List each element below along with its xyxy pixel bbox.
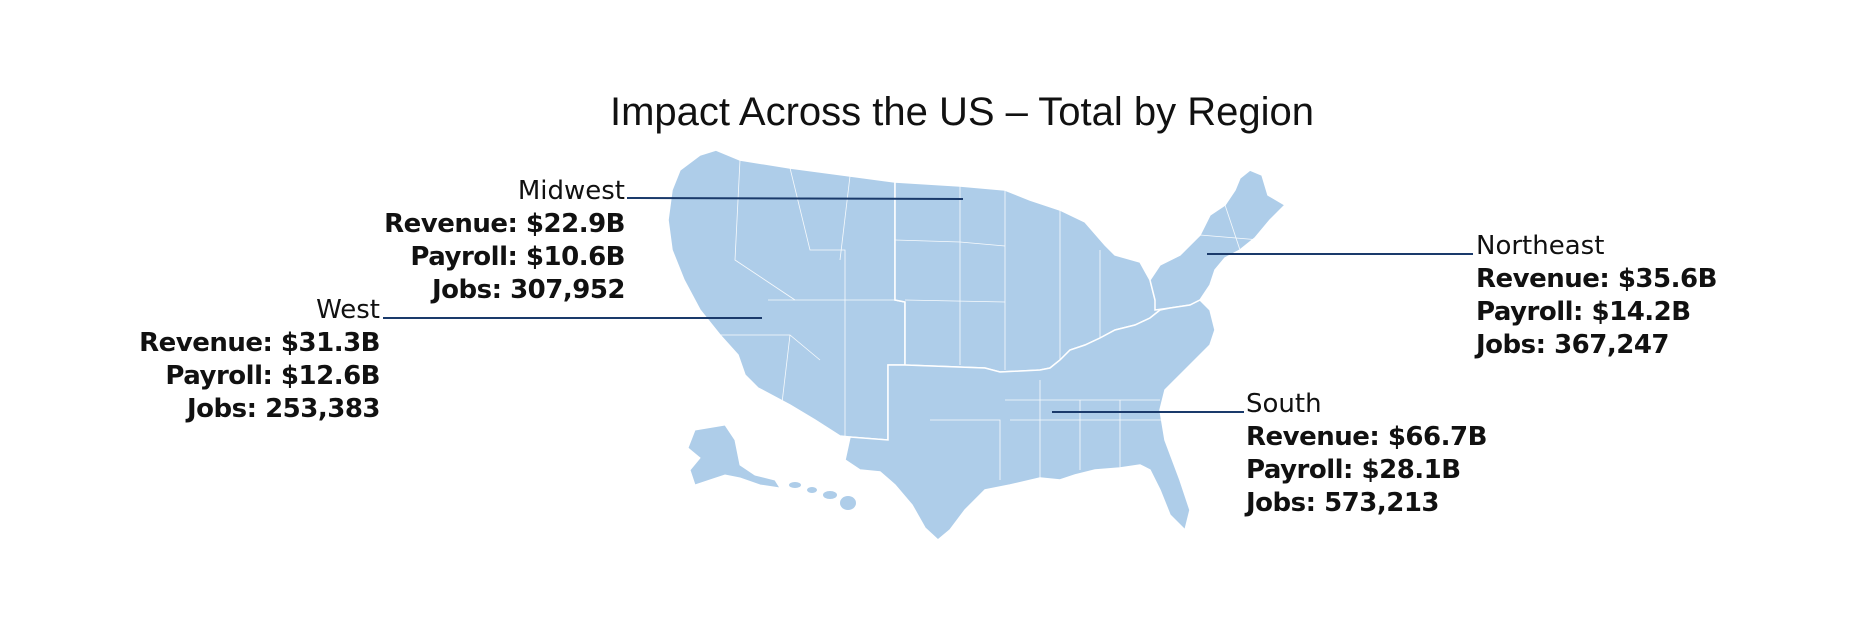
west-payroll: Payroll: $12.6B (165, 361, 380, 391)
northeast-jobs: Jobs: 367,247 (1476, 330, 1670, 360)
northeast-payroll: Payroll: $14.2B (1476, 297, 1691, 327)
west-jobs: Jobs: 253,383 (187, 394, 381, 424)
west-region-shape (667, 149, 906, 441)
midwest-revenue: Revenue: $22.9B (384, 209, 625, 239)
hawaii-shape (789, 482, 856, 510)
midwest-name: Midwest (517, 176, 625, 206)
state-boundaries (720, 159, 1261, 480)
west-revenue: Revenue: $31.3B (139, 328, 380, 358)
northeast-label-block: Northeast Revenue: $35.6B Payroll: $14.2… (1476, 230, 1776, 362)
midwest-leader-line (626, 197, 964, 200)
south-jobs: Jobs: 573,213 (1246, 488, 1440, 518)
midwest-payroll: Payroll: $10.6B (410, 242, 625, 272)
northeast-name: Northeast (1476, 231, 1605, 261)
west-label-block: West Revenue: $31.3B Payroll: $12.6B Job… (82, 294, 380, 426)
west-name: West (316, 295, 380, 325)
south-revenue: Revenue: $66.7B (1246, 422, 1487, 452)
midwest-jobs: Jobs: 307,952 (432, 275, 626, 305)
northeast-region-shape (1149, 169, 1287, 311)
northeast-revenue: Revenue: $35.6B (1476, 264, 1717, 294)
south-label-block: South Revenue: $66.7B Payroll: $28.1B Jo… (1246, 388, 1546, 520)
midwest-label-block: Midwest Revenue: $22.9B Payroll: $10.6B … (327, 175, 625, 307)
south-name: South (1246, 389, 1322, 419)
alaska-shape (687, 424, 781, 489)
south-payroll: Payroll: $28.1B (1246, 455, 1461, 485)
map-title: Impact Across the US – Total by Region (609, 90, 1315, 134)
